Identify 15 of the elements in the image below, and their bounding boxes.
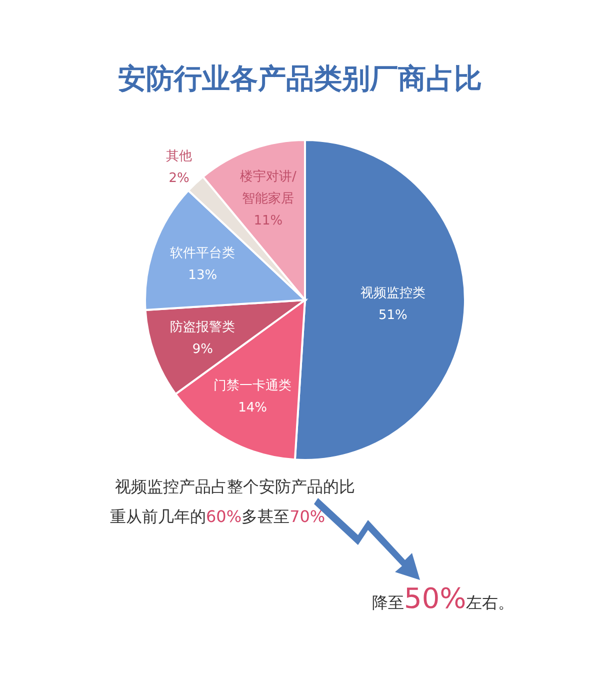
data-label: 14% <box>238 400 268 416</box>
chart-title: 安防行业各产品类别厂商占比 <box>118 62 482 95</box>
slice-label: 视频监控类 <box>360 286 426 301</box>
text: 视频监控产品占整个安防产品的比重从前几年的60%多甚至70% <box>110 477 355 526</box>
slice-label: 防盗报警类 <box>170 320 236 335</box>
data-label: 51% <box>378 308 408 323</box>
slice-label: 其他 <box>166 148 192 164</box>
data-label: 9% <box>192 342 213 357</box>
text: 降至50%左右。 <box>372 582 514 615</box>
data-label: 2% <box>168 170 190 186</box>
data-label: 13% <box>188 268 218 284</box>
slice-label: 软件平台类 <box>170 246 236 262</box>
data-label: 11% <box>254 214 283 229</box>
slice-label: 楼宇对讲/智能家居 <box>240 168 297 207</box>
slice-label: 门禁一卡通类 <box>214 377 292 394</box>
